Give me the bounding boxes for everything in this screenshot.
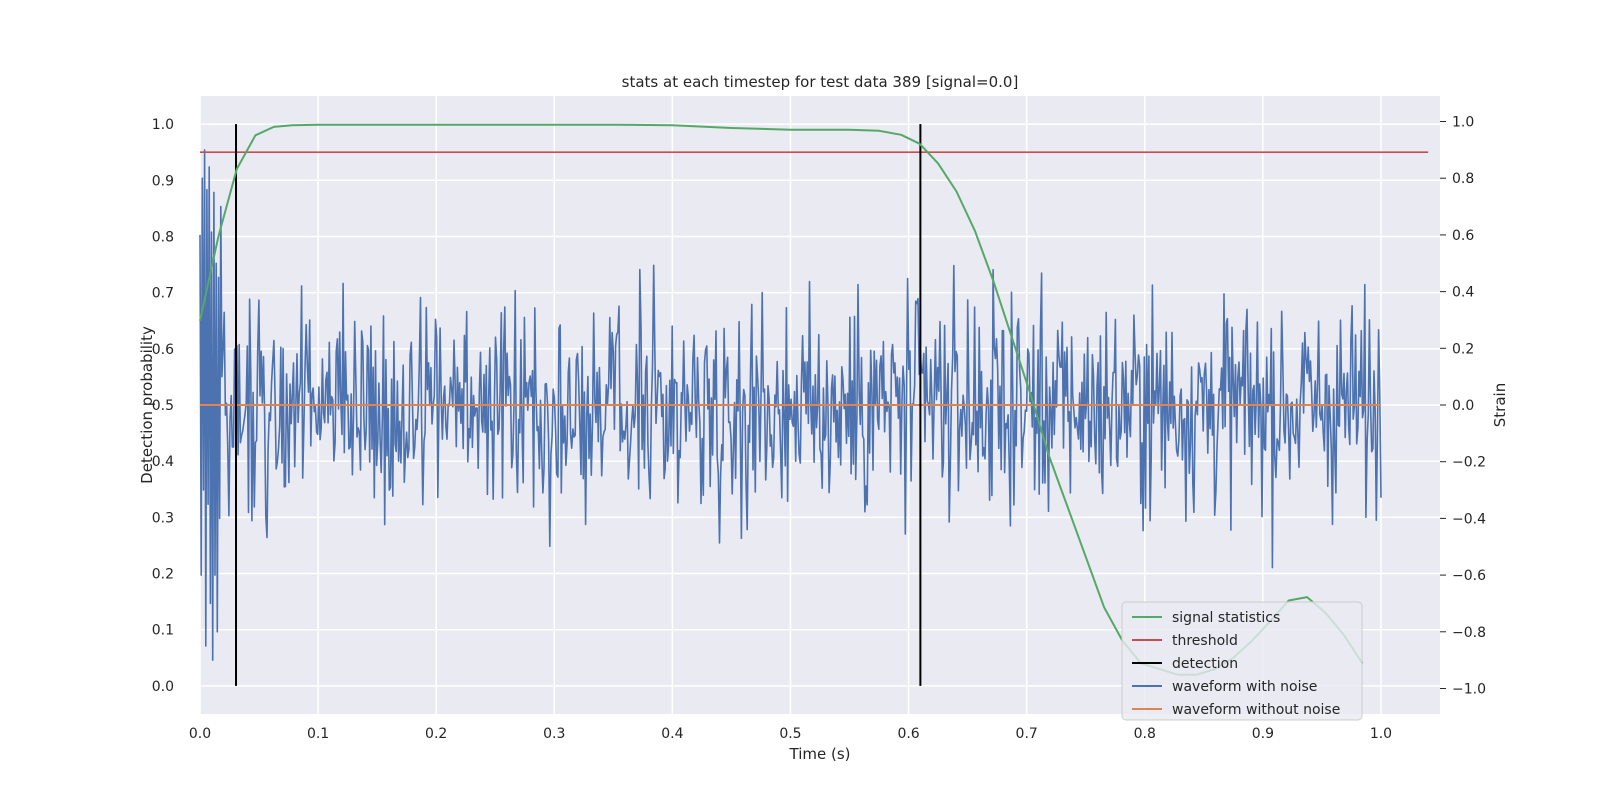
y-right-tick-label: 0.6 (1452, 228, 1474, 244)
y-tick-label: 0.4 (152, 454, 174, 470)
legend-label-waveform-with-noise: waveform with noise (1172, 679, 1317, 695)
tick-layer: 0.0 0.1 0.2 0.3 0.4 0.5 0.6 0.7 0.8 0.9 1.0 0.0 0.1 0… (152, 115, 1486, 742)
x-tick-label: 0.3 (543, 726, 565, 742)
series-waveform-with-noise (199, 149, 1382, 661)
legend-label-signal-statistics: signal statistics (1172, 610, 1280, 626)
x-tick-label: 0.4 (661, 726, 683, 742)
y-tick-label: 0.5 (152, 398, 174, 414)
y-tick-label: 0.0 (152, 679, 174, 695)
y-tick-label: 0.8 (152, 229, 174, 245)
y-right-tick-label: 0.4 (1452, 285, 1474, 301)
legend-label-waveform-without-noise: waveform without noise (1172, 702, 1340, 718)
x-tick-label: 0.6 (897, 726, 919, 742)
y-right-tick-label: −1.0 (1452, 681, 1486, 697)
legend-box (1121, 601, 1363, 721)
x-tick-label: 0.9 (1252, 726, 1274, 742)
y-axis-label: Detection probability (138, 326, 156, 484)
y-tick-label: 1.0 (152, 117, 174, 133)
x-tick-label: 0.1 (307, 726, 329, 742)
x-tick-label: 0.0 (189, 726, 211, 742)
y-right-tick-label: 0.0 (1452, 398, 1474, 414)
y-tick-label: 0.3 (152, 510, 174, 526)
y-right-tick-label: −0.4 (1452, 511, 1486, 527)
y-tick-label: 0.9 (152, 173, 174, 189)
x-tick-label: 0.7 (1016, 726, 1038, 742)
y-right-tick-label: −0.6 (1452, 568, 1486, 584)
y-right-tick-label: −0.2 (1452, 455, 1486, 471)
y-tick-label: 0.7 (152, 286, 174, 302)
legend: signal statistics threshold detection wa… (1121, 601, 1363, 721)
x-tick-label: 0.8 (1134, 726, 1156, 742)
chart-title: stats at each timestep for test data 389… (622, 73, 1019, 91)
y-right-tick-label: −0.8 (1452, 625, 1486, 641)
x-tick-label: 1.0 (1370, 726, 1392, 742)
y-tick-label: 0.2 (152, 567, 174, 583)
x-tick-label: 0.5 (779, 726, 801, 742)
legend-label-threshold: threshold (1172, 633, 1238, 649)
y-right-tick-label: 0.2 (1452, 341, 1474, 357)
y-tick-label: 0.6 (152, 342, 174, 358)
y-right-tick-label: 1.0 (1452, 115, 1474, 131)
legend-label-detection: detection (1172, 656, 1238, 672)
x-tick-label: 0.2 (425, 726, 447, 742)
y-right-tick-label: 0.8 (1452, 171, 1474, 187)
y-tick-label: 0.1 (152, 623, 174, 639)
x-axis-label: Time (s) (789, 745, 851, 763)
y-right-axis-label: Strain (1491, 383, 1509, 427)
